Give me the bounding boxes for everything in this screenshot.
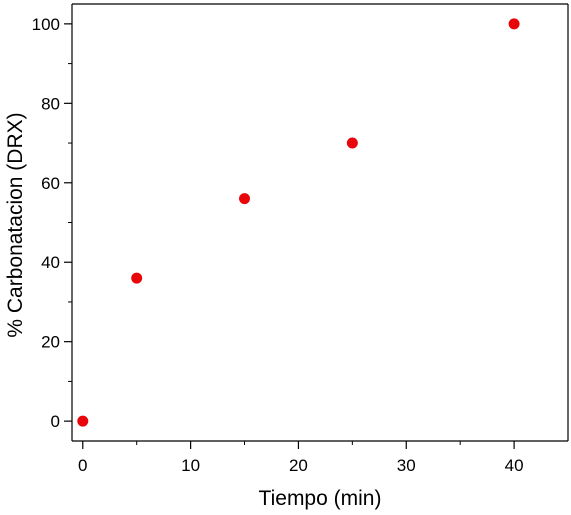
x-tick-label: 40 bbox=[505, 456, 524, 475]
x-tick-label: 20 bbox=[289, 456, 308, 475]
data-point bbox=[77, 415, 89, 427]
plot-frame bbox=[71, 3, 569, 442]
data-point bbox=[508, 18, 520, 30]
data-point bbox=[239, 193, 251, 205]
y-tick-label: 80 bbox=[41, 94, 60, 113]
x-axis-title: Tiempo (min) bbox=[259, 487, 382, 510]
data-point bbox=[131, 272, 143, 284]
y-axis-ticks: 0 20 40 60 80 100 bbox=[32, 15, 72, 431]
x-tick-label: 10 bbox=[181, 456, 200, 475]
y-tick-label: 20 bbox=[41, 333, 60, 352]
y-tick-label: 60 bbox=[41, 174, 60, 193]
y-axis-title: % Carbonatacion (DRX) bbox=[4, 112, 27, 337]
x-tick-label: 30 bbox=[397, 456, 416, 475]
y-tick-label: 100 bbox=[32, 15, 60, 34]
x-axis-ticks: 0 10 20 30 40 bbox=[78, 441, 524, 475]
data-point bbox=[346, 137, 358, 149]
y-tick-label: 0 bbox=[51, 412, 60, 431]
y-tick-label: 40 bbox=[41, 253, 60, 272]
data-points bbox=[77, 18, 520, 427]
x-tick-label: 0 bbox=[78, 456, 87, 475]
